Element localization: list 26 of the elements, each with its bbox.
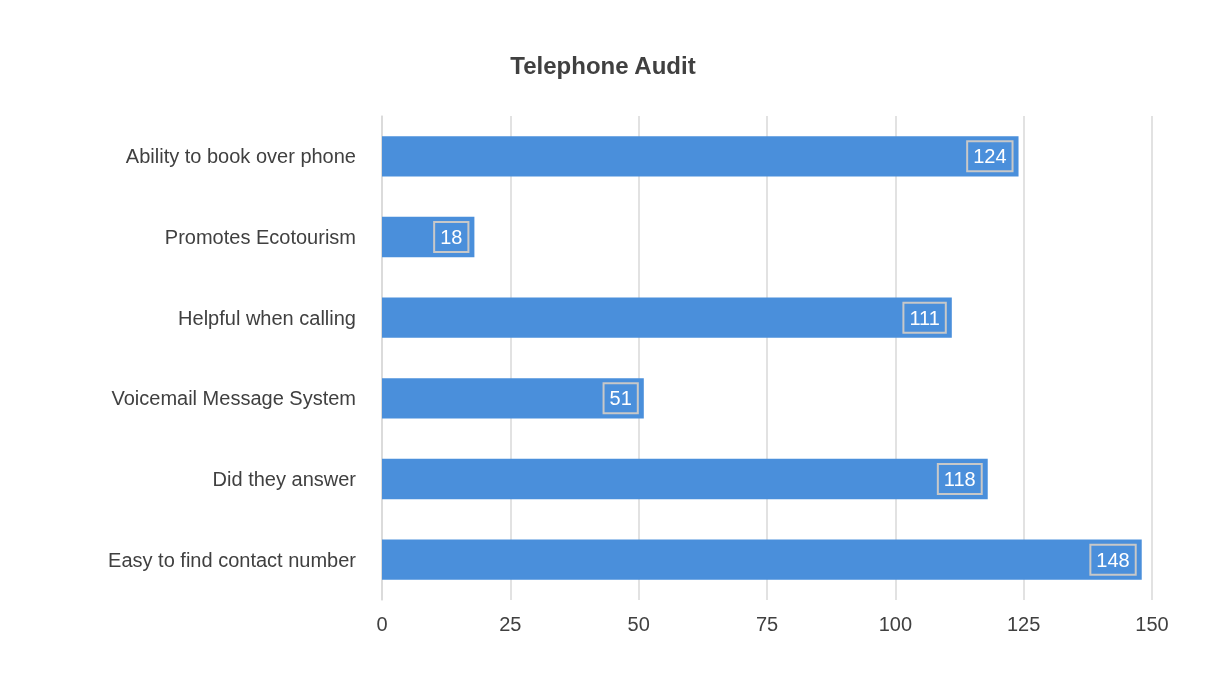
bar bbox=[382, 378, 644, 419]
x-tick-label: 50 bbox=[627, 613, 650, 635]
bar bbox=[382, 216, 475, 258]
data-label: 118 bbox=[943, 468, 976, 490]
x-tick-label: 125 bbox=[1006, 613, 1041, 635]
x-tick-label: 75 bbox=[755, 613, 779, 635]
y-tick-label: Promotes Ecotourism bbox=[164, 226, 356, 248]
bar bbox=[382, 136, 1019, 177]
data-label: 124 bbox=[973, 145, 1007, 168]
y-tick-label: Did they answer bbox=[212, 468, 357, 490]
data-label: 51 bbox=[609, 387, 632, 410]
y-tick-label: Ability to book over phone bbox=[125, 145, 356, 168]
x-tick-label: 100 bbox=[878, 613, 913, 635]
data-label: 148 bbox=[1096, 548, 1130, 571]
data-label: 111 bbox=[909, 306, 940, 329]
y-tick-label: Helpful when calling bbox=[178, 306, 356, 329]
y-tick-label: Voicemail Message System bbox=[111, 387, 356, 410]
y-tick-label: Easy to find contact number bbox=[108, 548, 357, 571]
bar bbox=[382, 539, 1142, 580]
x-tick-label: 150 bbox=[1135, 613, 1169, 635]
bar bbox=[382, 297, 952, 338]
data-label: 18 bbox=[440, 226, 463, 248]
bar bbox=[382, 458, 988, 500]
x-tick-label: 25 bbox=[499, 613, 522, 635]
chart-title: Telephone Audit bbox=[510, 51, 696, 79]
x-tick-label: 0 bbox=[376, 613, 388, 635]
